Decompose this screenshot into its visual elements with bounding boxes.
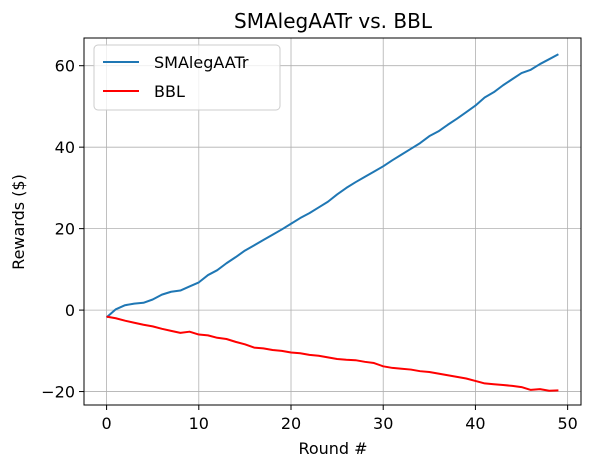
series-layer (105, 53, 559, 392)
y-tick-label: 40 (55, 138, 75, 157)
series-line-bbl (106, 315, 559, 392)
y-tick-label: 60 (55, 57, 75, 76)
series-line-smalegaatr (105, 53, 559, 319)
y-axis: −20 0 20 40 60 (41, 57, 84, 402)
x-tick-label: 0 (101, 414, 111, 433)
legend-label: BBL (154, 82, 185, 101)
x-tick-label: 20 (281, 414, 301, 433)
x-tick-label: 50 (557, 414, 577, 433)
x-tick-label: 30 (373, 414, 393, 433)
grid (84, 38, 581, 405)
y-axis-label: Rewards ($) (9, 174, 28, 270)
x-tick-label: 10 (189, 414, 209, 433)
y-tick-label: 0 (65, 301, 75, 320)
plot-frame (83, 37, 582, 406)
legend-box (93, 44, 281, 111)
x-tick-label: 40 (465, 414, 485, 433)
legend-label: SMAlegAATr (154, 53, 249, 72)
y-tick-label: 20 (55, 220, 75, 239)
legend: SMAlegAATr BBL (93, 44, 281, 111)
y-tick-label: −20 (41, 383, 75, 402)
x-axis: 0 10 20 30 40 50 (101, 405, 578, 433)
x-axis-label: Round # (298, 439, 367, 458)
chart-title: SMAlegAATr vs. BBL (234, 9, 433, 33)
